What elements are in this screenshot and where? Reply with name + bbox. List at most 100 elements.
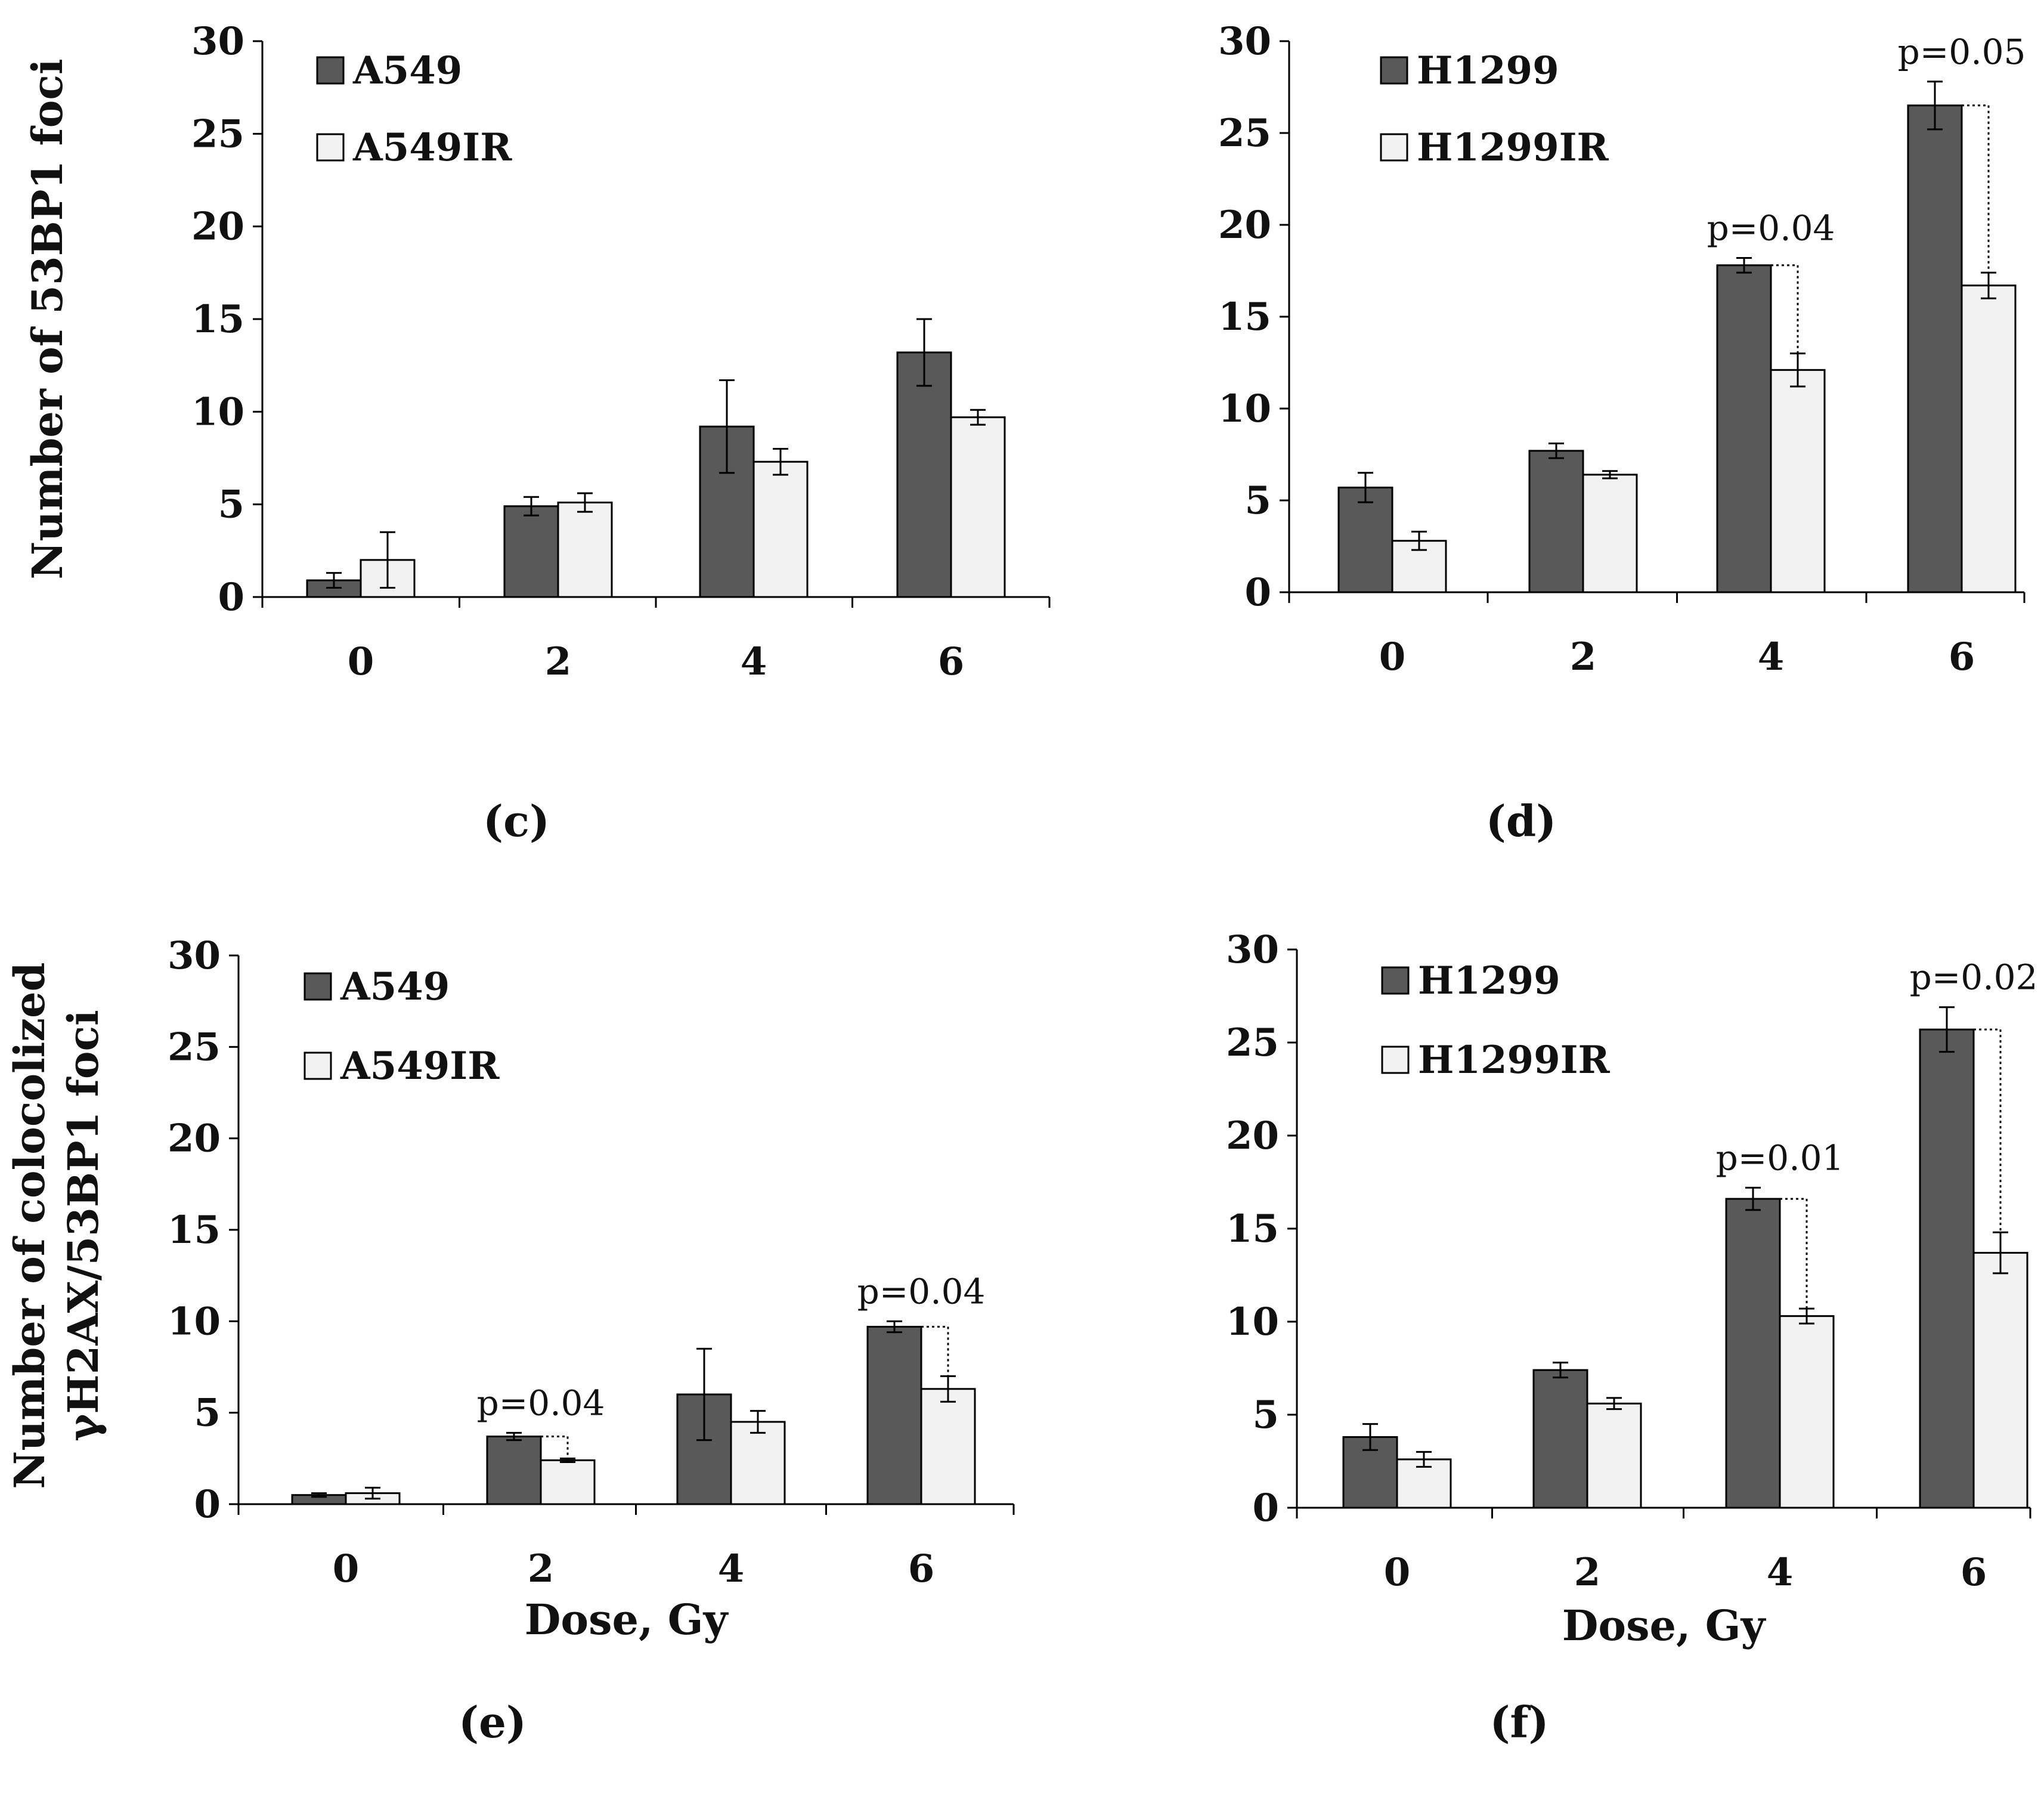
y-tick-label: 15 — [1226, 1207, 1279, 1251]
y-tick-label: 0 — [1244, 570, 1271, 615]
x-axis-title: Dose, Gy — [525, 1595, 729, 1644]
y-tick-label: 0 — [1252, 1486, 1279, 1530]
bar-a549ir-2 — [557, 502, 613, 598]
y-tick-label: 5 — [218, 483, 244, 527]
x-tick-label: 6 — [1949, 635, 1975, 679]
y-axis-title: γH2AX/53BP1 foci — [58, 1010, 108, 1442]
x-tick-label: 0 — [1384, 1550, 1411, 1595]
bar-a549ir-6 — [920, 1388, 976, 1505]
bar-h1299ir-2 — [1586, 1402, 1642, 1509]
p-value-label: p=0.01 — [1716, 1137, 1844, 1178]
legend-label-a549: A549 — [340, 964, 450, 1009]
y-tick-label: 15 — [1218, 295, 1271, 339]
bar-a549ir-6 — [950, 416, 1006, 598]
panel-label: (e) — [459, 1697, 527, 1747]
x-tick-label: 4 — [741, 639, 767, 684]
y-tick-label: 10 — [1226, 1300, 1279, 1344]
legend-label-h1299: H1299 — [1417, 48, 1559, 93]
p-value-label: p=0.02 — [1910, 957, 2038, 998]
bar-h1299ir-6 — [1972, 1252, 2028, 1509]
y-tick-label: 5 — [1252, 1393, 1279, 1437]
y-tick-label: 30 — [191, 19, 244, 64]
y-tick-label: 30 — [1218, 19, 1271, 64]
panel-label: (f) — [1489, 1697, 1549, 1747]
legend-swatch-h1299 — [1380, 56, 1408, 85]
y-tick-label: 20 — [191, 205, 244, 249]
y-tick-label: 25 — [1218, 111, 1271, 156]
y-tick-label: 10 — [168, 1299, 221, 1344]
y-tick-label: 15 — [168, 1208, 221, 1252]
legend-label-h1299ir: H1299IR — [1417, 125, 1609, 170]
legend-swatch-a549ir — [303, 1051, 332, 1080]
y-tick-label: 15 — [191, 297, 244, 342]
panel-label: (c) — [483, 796, 550, 846]
bar-a549ir-4 — [752, 460, 809, 598]
x-tick-label: 2 — [528, 1547, 555, 1591]
legend-label-h1299ir: H1299IR — [1418, 1038, 1611, 1082]
x-tick-label: 2 — [545, 639, 572, 684]
chart-panel-c: 0 5 10 15 20 25 30 0 2 4 6 A549 A549IR Number of 53BP… — [23, 19, 1051, 846]
bar-h1299ir-4 — [1779, 1315, 1835, 1509]
x-tick-label: 4 — [718, 1547, 745, 1591]
y-tick-label: 0 — [218, 575, 244, 620]
significance-bracket — [1780, 1198, 1808, 1309]
significance-bracket — [541, 1436, 569, 1459]
legend-swatch-a549 — [303, 972, 332, 1001]
bar-a549-6 — [866, 1326, 922, 1505]
x-tick-label: 2 — [1570, 635, 1597, 679]
bar-h1299ir-6 — [1961, 284, 2017, 593]
bar-a549ir-4 — [730, 1421, 786, 1505]
x-tick-label: 4 — [1767, 1550, 1794, 1595]
bar-h1299-6 — [1919, 1028, 1975, 1509]
bar-a549-2 — [486, 1436, 542, 1505]
y-tick-label: 25 — [1226, 1020, 1279, 1065]
chart-panel-e: 0 5 10 15 20 25 30 0 2 4 6 p=0.04 p=0.04 A549 A549IR Nu… — [5, 933, 1015, 1747]
bar-a549-4 — [699, 425, 755, 598]
x-tick-label: 4 — [1758, 635, 1785, 679]
bar-h1299-4 — [1725, 1198, 1781, 1509]
y-tick-label: 20 — [168, 1116, 221, 1161]
p-value-label: p=0.04 — [1707, 208, 1835, 248]
panel-label: (d) — [1486, 796, 1556, 846]
significance-bracket — [1771, 264, 1799, 354]
legend-swatch-h1299ir — [1381, 1046, 1410, 1074]
chart-panel-f: 0 5 10 15 20 25 30 0 2 4 6 p=0.01 p=0.02 H1299 H1299IR… — [1226, 927, 2038, 1747]
bar-h1299-0 — [1337, 486, 1393, 593]
bar-a549ir-2 — [540, 1459, 596, 1505]
x-tick-label: 6 — [908, 1547, 935, 1591]
p-value-label: p=0.04 — [477, 1382, 605, 1423]
y-axis-title: Number of 53BP1 foci — [23, 58, 72, 579]
p-value-label: p=0.04 — [857, 1271, 986, 1312]
x-tick-label: 6 — [1961, 1550, 1987, 1595]
bar-a549-2 — [503, 505, 559, 598]
y-tick-label: 30 — [1226, 927, 1279, 972]
x-tick-label: 0 — [1379, 635, 1406, 679]
x-tick-label: 6 — [938, 639, 965, 684]
legend-swatch-h1299ir — [1380, 133, 1408, 162]
y-tick-label: 5 — [1244, 478, 1271, 523]
y-tick-label: 10 — [1218, 386, 1271, 431]
significance-bracket — [1974, 1028, 2002, 1233]
legend-label-a549ir: A549IR — [340, 1044, 500, 1088]
y-tick-label: 25 — [191, 112, 244, 156]
legend-swatch-h1299 — [1381, 966, 1410, 995]
chart-panel-d: 0 5 10 15 20 25 30 0 2 4 6 p=0.04 p=0.05 H1299 H1299IR… — [1218, 19, 2026, 846]
y-tick-label: 30 — [168, 933, 221, 978]
significance-bracket — [921, 1326, 949, 1377]
legend-label-a549: A549 — [352, 48, 462, 93]
bar-h1299ir-4 — [1770, 369, 1826, 593]
bar-a549-6 — [896, 351, 952, 598]
x-tick-label: 0 — [348, 639, 374, 684]
p-value-label: p=0.05 — [1898, 32, 2026, 72]
bar-h1299-6 — [1907, 104, 1963, 593]
legend-label-a549ir: A549IR — [352, 125, 512, 170]
bar-h1299ir-2 — [1582, 474, 1638, 593]
y-tick-label: 20 — [1218, 203, 1271, 248]
y-tick-label: 25 — [168, 1025, 221, 1069]
y-tick-label: 5 — [194, 1391, 221, 1436]
bar-h1299-4 — [1716, 264, 1772, 593]
legend-swatch-a549 — [316, 56, 345, 85]
bar-h1299-2 — [1532, 1369, 1588, 1509]
y-tick-label: 0 — [194, 1482, 221, 1527]
